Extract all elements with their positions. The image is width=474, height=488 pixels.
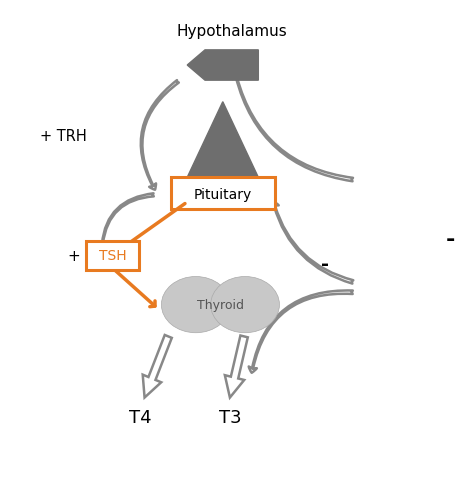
Polygon shape: [185, 102, 261, 183]
Ellipse shape: [210, 277, 279, 333]
FancyBboxPatch shape: [86, 241, 139, 270]
Text: -: -: [446, 229, 455, 249]
FancyBboxPatch shape: [171, 178, 275, 210]
Text: Thyroid: Thyroid: [197, 299, 244, 311]
Polygon shape: [225, 336, 248, 398]
Text: T3: T3: [219, 408, 241, 426]
Polygon shape: [187, 51, 258, 81]
Text: +: +: [67, 248, 80, 263]
Ellipse shape: [162, 277, 230, 333]
Text: -: -: [321, 254, 328, 273]
Text: TSH: TSH: [99, 249, 127, 263]
Polygon shape: [143, 335, 172, 398]
Text: Pituitary: Pituitary: [194, 187, 252, 201]
Text: + TRH: + TRH: [40, 129, 87, 144]
Text: Hypothalamus: Hypothalamus: [177, 24, 288, 39]
Text: T4: T4: [128, 408, 151, 426]
